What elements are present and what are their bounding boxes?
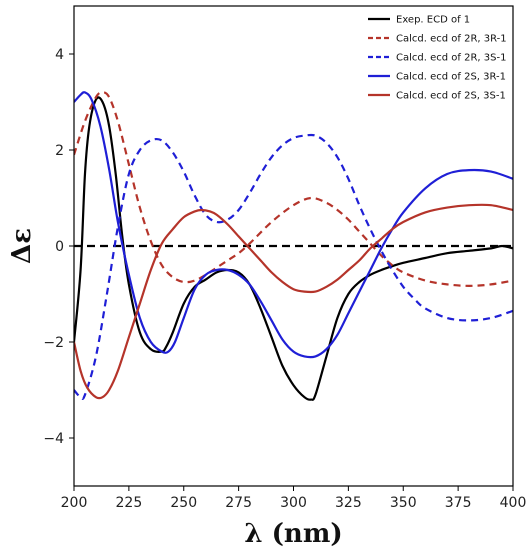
x-tick-label: 225 [116, 495, 143, 511]
y-tick-label: 0 [55, 239, 64, 255]
y-tick-label: −4 [43, 431, 64, 447]
x-tick-label: 200 [61, 495, 88, 511]
y-tick-label: −2 [43, 335, 64, 351]
legend-label-2: Calcd. ecd of 2R, 3R-1 [396, 34, 507, 45]
x-tick-label: 325 [335, 495, 362, 511]
x-tick-label: 350 [390, 495, 417, 511]
x-tick-label: 400 [500, 495, 527, 511]
series-line-2 [74, 91, 513, 287]
x-tick-label: 275 [225, 495, 252, 511]
series-line-1 [74, 96, 513, 401]
y-tick-label: 2 [55, 143, 64, 159]
series-line-4 [74, 91, 513, 359]
y-axis-title: Δε [7, 228, 37, 264]
x-axis-title: λ (nm) [244, 519, 342, 549]
x-tick-label: 300 [280, 495, 307, 511]
y-tick-label: 4 [55, 47, 64, 63]
legend-label-5: Calcd. ecd of 2S, 3S-1 [396, 91, 506, 102]
x-tick-label: 375 [445, 495, 472, 511]
series-line-3 [74, 133, 513, 400]
legend-label-4: Calcd. ecd of 2S, 3R-1 [396, 72, 506, 83]
legend-label-1: Exep. ECD of 1 [396, 15, 470, 26]
series-line-5 [74, 203, 513, 400]
legend-label-3: Calcd. ecd of 2R, 3S-1 [396, 53, 506, 64]
x-tick-label: 250 [170, 495, 197, 511]
